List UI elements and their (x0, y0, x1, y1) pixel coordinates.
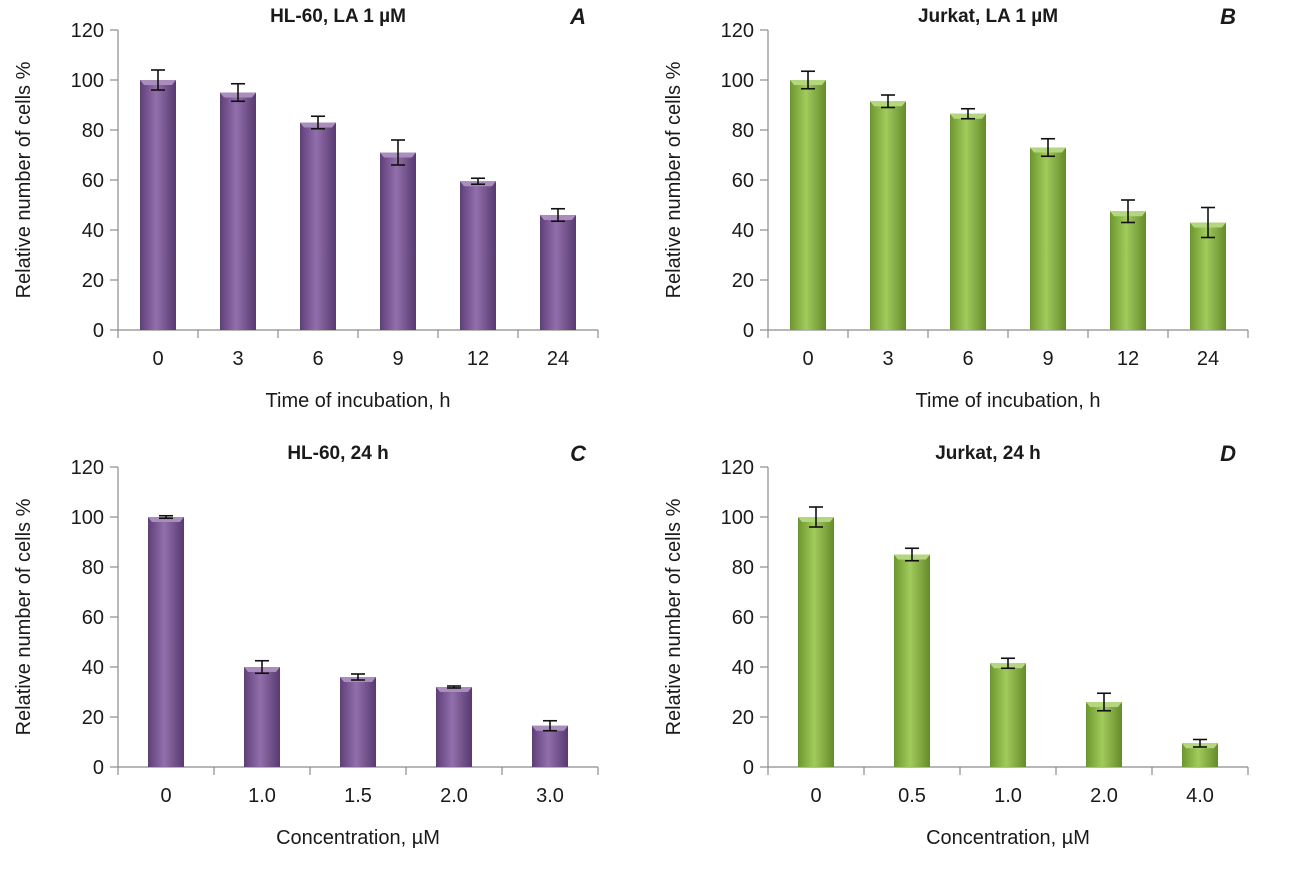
x-tick-label: 9 (1042, 348, 1053, 370)
bar-3.0 (532, 725, 568, 767)
y-tick-label: 60 (82, 170, 104, 192)
x-axis-label: Concentration, µM (926, 827, 1090, 849)
chart-d-svg: 0 20 40 60 80 100 120 0 0.5 1.0 2.0 4.0 Jurkat, 24 h… (663, 441, 1249, 849)
chart-title: Jurkat, 24 h (935, 443, 1041, 464)
chart-c-svg: 0 20 40 60 80 100 120 0 1.0 1.5 2.0 3.0 HL-60, 24 h C… (13, 441, 599, 849)
x-tick-label: 6 (312, 348, 323, 370)
bar-12 (1110, 211, 1146, 330)
chart-title: Jurkat, LA 1 µM (918, 6, 1058, 27)
bar-2.0 (436, 687, 472, 767)
y-tick-label: 0 (743, 320, 754, 342)
y-tick-label: 100 (71, 70, 104, 92)
bar-9 (1030, 147, 1066, 330)
y-tick-label: 80 (82, 557, 104, 579)
bar-0 (790, 80, 826, 330)
y-tick-label: 0 (743, 757, 754, 779)
x-tick-label: 4.0 (1186, 785, 1214, 807)
y-tick-label: 60 (82, 607, 104, 629)
x-axis-label: Time of incubation, h (916, 390, 1101, 412)
x-tick-label: 12 (467, 348, 489, 370)
y-tick-label: 0 (93, 757, 104, 779)
y-tick-label: 40 (732, 657, 754, 679)
y-axis-label: Relative number of cells % (663, 498, 685, 735)
y-axis-label: Relative number of cells % (13, 61, 35, 298)
x-tick-label: 1.5 (344, 785, 372, 807)
y-tick-label: 20 (732, 270, 754, 292)
bar-3 (870, 101, 906, 330)
y-tick-label: 80 (732, 557, 754, 579)
bar-24 (1190, 222, 1226, 330)
x-tick-label: 12 (1117, 348, 1139, 370)
x-tick-label: 24 (547, 348, 569, 370)
x-tick-label: 0.5 (898, 785, 926, 807)
x-tick-label: 6 (962, 348, 973, 370)
bar-1.0 (244, 667, 280, 767)
x-tick-label: 0 (160, 785, 171, 807)
bar-6 (300, 122, 336, 330)
bar-3 (220, 92, 256, 330)
panel-letter: A (569, 4, 586, 29)
bar-2.0 (1086, 702, 1122, 767)
x-tick-label: 0 (810, 785, 821, 807)
y-tick-label: 40 (82, 220, 104, 242)
y-tick-label: 100 (721, 507, 754, 529)
y-axis-label: Relative number of cells % (663, 61, 685, 298)
y-tick-label: 20 (82, 707, 104, 729)
x-tick-label: 1.0 (248, 785, 276, 807)
x-tick-label: 3.0 (536, 785, 564, 807)
bar-9 (380, 152, 416, 330)
y-tick-label: 60 (732, 607, 754, 629)
x-tick-label: 3 (232, 348, 243, 370)
y-tick-label: 20 (82, 270, 104, 292)
y-tick-label: 80 (82, 120, 104, 142)
y-tick-label: 100 (71, 507, 104, 529)
y-tick-label: 60 (732, 170, 754, 192)
y-tick-label: 120 (721, 20, 754, 42)
y-tick-label: 40 (82, 657, 104, 679)
y-tick-label: 120 (71, 457, 104, 479)
bar-0.5 (894, 554, 930, 767)
x-tick-label: 2.0 (1090, 785, 1118, 807)
x-tick-label: 0 (152, 348, 163, 370)
x-tick-label: 24 (1197, 348, 1219, 370)
x-tick-label: 1.0 (994, 785, 1022, 807)
y-axis-label: Relative number of cells % (13, 498, 35, 735)
chart-panel-d: 0 20 40 60 80 100 120 0 0.5 1.0 2.0 4.0 Jurkat, 24 h… (650, 437, 1300, 874)
chart-b-svg: 0 20 40 60 80 100 120 0 3 6 9 12 24 Jurkat, LA 1 µM B T… (663, 4, 1249, 412)
panel-letter: C (570, 441, 587, 466)
y-tick-label: 120 (71, 20, 104, 42)
panel-letter: D (1220, 441, 1236, 466)
y-tick-label: 100 (721, 70, 754, 92)
chart-panel-b: 0 20 40 60 80 100 120 0 3 6 9 12 24 Jurkat, LA 1 µM B T… (650, 0, 1300, 437)
bar-0 (140, 80, 176, 330)
bar-24 (540, 215, 576, 330)
bar-0 (798, 517, 834, 767)
bar-0 (148, 517, 184, 767)
x-tick-label: 9 (392, 348, 403, 370)
y-tick-label: 120 (721, 457, 754, 479)
x-axis-label: Time of incubation, h (266, 390, 451, 412)
x-axis-label: Concentration, µM (276, 827, 440, 849)
y-tick-label: 0 (93, 320, 104, 342)
chart-panel-c: 0 20 40 60 80 100 120 0 1.0 1.5 2.0 3.0 HL-60, 24 h C… (0, 437, 650, 874)
panel-letter: B (1220, 4, 1236, 29)
chart-title: HL-60, 24 h (287, 443, 388, 464)
x-tick-label: 2.0 (440, 785, 468, 807)
bar-cap-2.0 (436, 687, 472, 692)
bar-1.0 (990, 663, 1026, 767)
bar-1.5 (340, 677, 376, 767)
bar-6 (950, 113, 986, 330)
y-tick-label: 20 (732, 707, 754, 729)
bar-4.0 (1182, 743, 1218, 767)
y-tick-label: 40 (732, 220, 754, 242)
x-tick-label: 3 (882, 348, 893, 370)
chart-title: HL-60, LA 1 µM (270, 6, 406, 27)
x-tick-label: 0 (802, 348, 813, 370)
chart-panel-a: 0 20 40 60 80 100 120 0 3 6 9 12 24 HL-60, LA 1 µM A Ti… (0, 0, 650, 437)
bar-12 (460, 181, 496, 330)
y-tick-label: 80 (732, 120, 754, 142)
bar-cap-0 (148, 517, 184, 522)
chart-a-svg: 0 20 40 60 80 100 120 0 3 6 9 12 24 HL-60, LA 1 µM A Ti… (13, 4, 599, 412)
